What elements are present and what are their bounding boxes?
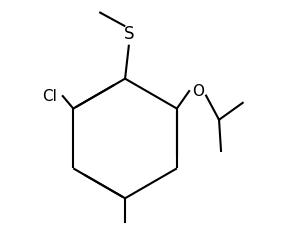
Text: O: O <box>193 84 205 99</box>
Text: Cl: Cl <box>42 89 56 104</box>
Text: S: S <box>124 25 134 43</box>
